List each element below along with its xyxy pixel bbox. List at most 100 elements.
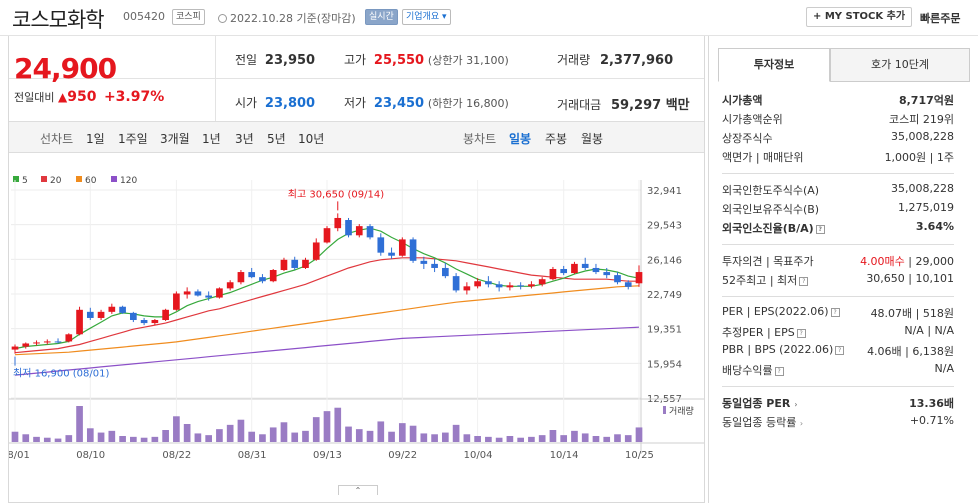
tab-weekly[interactable]: 주봉 (545, 132, 568, 146)
x-tick-label: 10/04 (464, 450, 493, 461)
info-row[interactable]: 동일업종 PER › 13.36배 (722, 395, 954, 414)
info-label-text: 52주최고 | 최저 (722, 274, 798, 287)
volume-bar (334, 407, 342, 442)
candle-body (431, 263, 438, 268)
tab-10y[interactable]: 10년 (298, 132, 325, 146)
chevron-right-icon: › (794, 400, 798, 409)
candle-body (259, 277, 266, 282)
info-row: 상장주식수 35,008,228 (722, 130, 954, 149)
volume-legend-label: 거래량 (669, 405, 694, 417)
volume-bar (183, 424, 191, 442)
company-overview-label: 기업개요 (406, 12, 440, 22)
info-value: 4.00매수 | 29,000 (860, 253, 954, 272)
info-value: 1,275,019 (898, 201, 954, 214)
x-tick-label: 09/22 (388, 450, 417, 461)
help-icon[interactable]: ? (830, 307, 840, 317)
investment-info-panel: 투자정보 호가 10단계 시가총액 8,717억원 시가총액순위 코스피 219위 … (708, 36, 978, 503)
volume-bar (280, 422, 288, 442)
candle-body (302, 259, 309, 268)
realtime-button[interactable]: 실시간 (365, 9, 398, 25)
volume-bar (560, 435, 568, 442)
candle-body (269, 270, 277, 282)
info-value: 코스피 219위 (889, 113, 954, 126)
candle-body (205, 295, 212, 298)
volume-label: 거래량 (557, 53, 591, 67)
tab-1y[interactable]: 1년 (202, 132, 221, 146)
chart-collapse-button[interactable]: ⌃ (338, 485, 378, 495)
info-value: 8,717억원 (898, 94, 954, 107)
chevron-up-icon: ⌃ (354, 486, 362, 495)
candle-body (571, 263, 578, 274)
help-icon[interactable]: ? (835, 345, 845, 355)
high-price: 고가 25,550 (상한가 31,100) (344, 51, 509, 68)
help-icon[interactable]: ? (799, 276, 809, 286)
volume-bar (624, 435, 632, 442)
quick-order-link[interactable]: 빠른주문 (920, 12, 961, 25)
change-percent: +3.97% (103, 89, 165, 105)
candle-body (33, 342, 40, 344)
volume-bar (205, 435, 212, 442)
tab-5y[interactable]: 5년 (267, 132, 286, 146)
change-label: 전일대비 (14, 91, 55, 104)
candle-body (291, 259, 299, 268)
help-icon[interactable]: ? (774, 366, 784, 376)
volume-bar (345, 426, 352, 442)
company-overview-dropdown[interactable]: 기업개요 ▾ (402, 9, 451, 25)
candle-chart-label: 봉차트 (463, 132, 497, 146)
volume-bar (538, 435, 546, 442)
chevron-down-icon: ▾ (439, 12, 447, 22)
top-bar (0, 0, 978, 36)
candle-body (162, 309, 169, 321)
chevron-right-icon: › (799, 419, 804, 428)
open-value: 23,800 (264, 96, 316, 111)
low-value: 23,450 (373, 96, 425, 111)
volume-bar (474, 436, 481, 442)
volume-bar (119, 436, 126, 442)
candle-body (323, 228, 331, 243)
my-stock-add-button[interactable]: + MY STOCK 추가 (806, 7, 913, 27)
x-tick-label: 09/13 (313, 450, 342, 461)
volume-bar (194, 433, 202, 442)
tab-order-book[interactable]: 호가 10단계 (830, 48, 970, 82)
tab-3m[interactable]: 3개월 (160, 132, 190, 146)
lower-limit: (하한가 16,800) (427, 97, 509, 110)
trade-amount: 거래대금 59,297 백만 (557, 94, 690, 113)
tab-1d[interactable]: 1일 (86, 132, 105, 146)
volume-bar (592, 436, 600, 442)
candle-body (452, 276, 460, 291)
info-label-text: 동일업종 등락률 (722, 416, 797, 429)
volume-bar (409, 425, 417, 442)
ma5-line (14, 227, 640, 350)
legend-label: 120 (120, 176, 137, 186)
tab-3y[interactable]: 3년 (235, 132, 254, 146)
current-price: 24,900 (14, 52, 117, 85)
help-icon[interactable]: ? (796, 328, 806, 338)
info-row[interactable]: 동일업종 등락률 › +0.71% (722, 414, 954, 433)
tab-investment-info[interactable]: 투자정보 (718, 48, 830, 82)
volume-bar (528, 436, 535, 442)
volume-bar (614, 434, 621, 442)
legend-label: 20 (50, 176, 62, 186)
info-label: 추정PER | EPS? (722, 324, 806, 343)
x-tick-label: 08/22 (162, 450, 191, 461)
open-label: 시가 (235, 96, 258, 110)
tab-monthly[interactable]: 월봉 (581, 132, 604, 146)
tab-1w[interactable]: 1주일 (118, 132, 148, 146)
volume-bar (269, 427, 277, 442)
candle-body (592, 267, 600, 273)
candle-body (183, 291, 191, 295)
volume-value: 2,377,960 (599, 53, 674, 68)
candle-body (22, 343, 30, 347)
volume-bar (248, 431, 256, 442)
info-row: 배당수익률? N/A (722, 362, 954, 381)
volume: 거래량 2,377,960 (557, 51, 673, 68)
help-icon[interactable]: ? (815, 224, 825, 234)
market-badge: 코스피 (172, 9, 205, 25)
volume-bar (162, 430, 169, 442)
tab-daily[interactable]: 일봉 (509, 132, 532, 146)
info-label-text: PBR | BPS (2022.06) (722, 343, 834, 356)
candle-body (495, 284, 503, 288)
candle-body (76, 309, 83, 335)
x-tick-label: 08/31 (238, 450, 267, 461)
volume-bar (603, 436, 611, 442)
